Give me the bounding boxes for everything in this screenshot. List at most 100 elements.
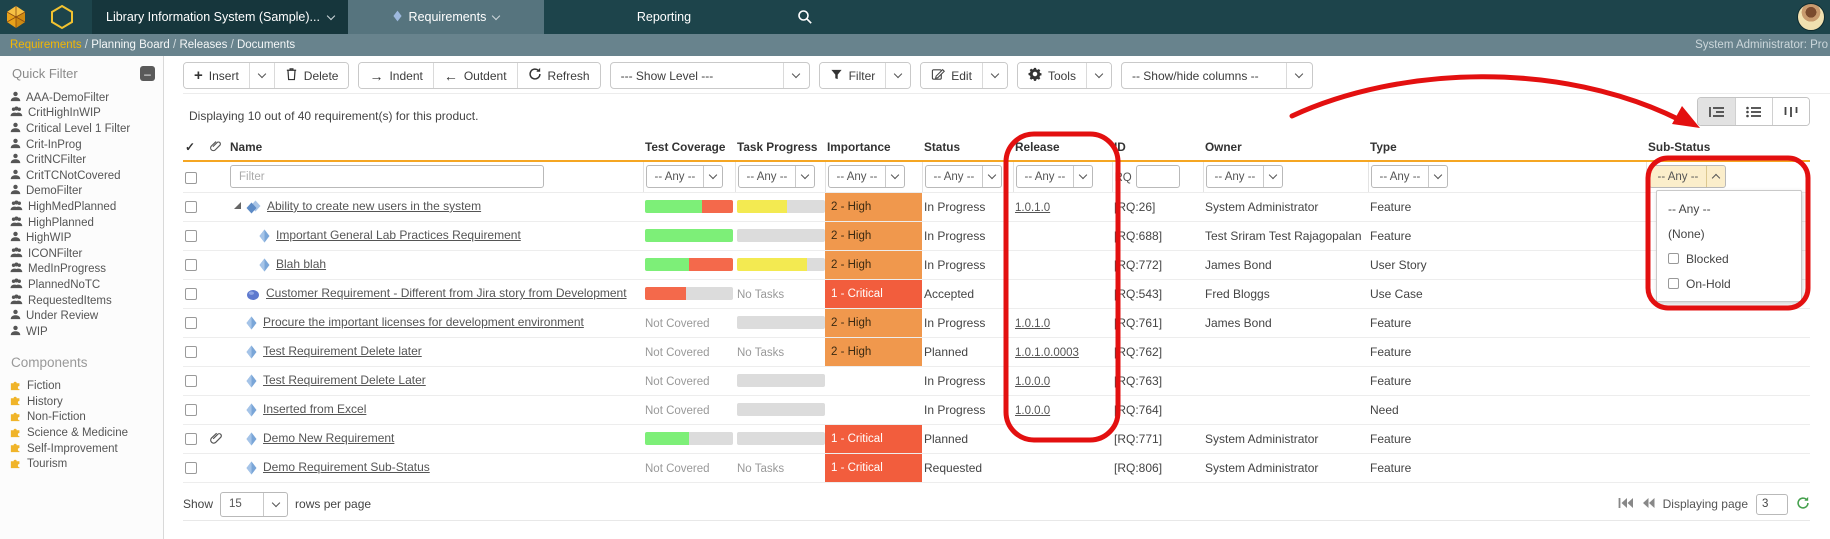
- quick-filter-item[interactable]: RequestedItems: [10, 293, 157, 309]
- sub-status-option[interactable]: Blocked: [1657, 246, 1801, 271]
- row-checkbox[interactable]: [185, 230, 197, 243]
- row-checkbox[interactable]: [185, 288, 197, 301]
- sub-status-option[interactable]: (None): [1657, 221, 1801, 246]
- inflectra-gem-icon[interactable]: [0, 0, 32, 34]
- page-size-select[interactable]: 15: [220, 491, 289, 517]
- status-filter[interactable]: -- Any --: [924, 165, 1003, 189]
- list-view-button[interactable]: [1735, 98, 1772, 125]
- row-checkbox[interactable]: [185, 259, 197, 272]
- column-header-release[interactable]: Release: [1013, 134, 1112, 162]
- search-icon[interactable]: [784, 0, 826, 34]
- edit-button[interactable]: Edit: [921, 63, 982, 88]
- quick-filter-item[interactable]: ICONFilter: [10, 246, 157, 262]
- row-checkbox[interactable]: [185, 317, 197, 330]
- row-checkbox[interactable]: [185, 462, 197, 475]
- user-avatar[interactable]: [1797, 3, 1825, 31]
- column-header-name[interactable]: Name: [228, 134, 643, 162]
- select-all-checkbox[interactable]: [185, 171, 197, 184]
- column-header-test-coverage[interactable]: Test Coverage: [643, 134, 735, 162]
- delete-button[interactable]: Delete: [273, 63, 349, 88]
- show-level-select[interactable]: --- Show Level ---: [609, 62, 810, 89]
- component-item[interactable]: Tourism: [10, 456, 157, 472]
- release-link[interactable]: 1.0.0.0: [1015, 375, 1051, 388]
- column-header-owner[interactable]: Owner: [1203, 134, 1368, 162]
- show-hide-columns-select[interactable]: -- Show/hide columns --: [1120, 62, 1313, 89]
- quick-filter-item[interactable]: CritHighInWIP: [10, 106, 157, 122]
- requirement-name-link[interactable]: Procure the important licenses for devel…: [263, 314, 584, 329]
- row-checkbox[interactable]: [185, 404, 197, 417]
- row-checkbox[interactable]: [185, 433, 197, 446]
- component-item[interactable]: Fiction: [10, 379, 157, 395]
- sub-status-option[interactable]: On-Hold: [1657, 271, 1801, 296]
- tree-expander-icon[interactable]: [234, 201, 241, 209]
- tools-dropdown-button[interactable]: [1085, 63, 1111, 88]
- release-link[interactable]: 1.0.1.0: [1015, 201, 1051, 214]
- quick-filter-item[interactable]: Critical Level 1 Filter: [10, 121, 157, 137]
- name-filter-input[interactable]: [230, 165, 544, 189]
- previous-page-icon[interactable]: [1642, 497, 1655, 512]
- column-header-id[interactable]: ID: [1112, 134, 1203, 162]
- requirement-name-link[interactable]: Demo Requirement Sub-Status: [263, 459, 430, 474]
- row-checkbox[interactable]: [185, 346, 197, 359]
- release-link[interactable]: 1.0.1.0: [1015, 317, 1051, 330]
- quick-filter-item[interactable]: AAA-DemoFilter: [10, 90, 157, 106]
- requirement-name-link[interactable]: Inserted from Excel: [263, 401, 367, 416]
- indent-button[interactable]: → Indent: [359, 63, 433, 88]
- requirement-name-link[interactable]: Customer Requirement - Different from Ji…: [266, 286, 627, 301]
- requirement-name-link[interactable]: Ability to create new users in the syste…: [267, 198, 482, 213]
- component-item[interactable]: Science & Medicine: [10, 425, 157, 441]
- quick-filter-item[interactable]: PlannedNoTC: [10, 277, 157, 293]
- breadcrumb-item[interactable]: Requirements: [10, 39, 82, 51]
- quick-filter-item[interactable]: WIP: [10, 324, 157, 340]
- refresh-page-icon[interactable]: [1796, 496, 1810, 513]
- column-header-sub-status[interactable]: Sub-Status: [1646, 134, 1810, 162]
- row-checkbox[interactable]: [185, 375, 197, 388]
- release-link[interactable]: 1.0.1.0.0003: [1015, 346, 1079, 359]
- sub-status-filter[interactable]: -- Any --: [1648, 165, 1727, 189]
- release-link[interactable]: 1.0.0.0: [1015, 404, 1051, 417]
- breadcrumb-item[interactable]: Documents: [236, 39, 296, 51]
- insert-button[interactable]: + Insert: [184, 63, 249, 88]
- filter-dropdown-button[interactable]: [885, 63, 911, 88]
- hexagon-logo-icon[interactable]: [32, 0, 92, 34]
- requirement-name-link[interactable]: Test Requirement Delete Later: [263, 372, 426, 387]
- requirement-name-link[interactable]: Test Requirement Delete later: [263, 343, 422, 358]
- requirement-name-link[interactable]: Blah blah: [276, 256, 327, 271]
- quick-filter-item[interactable]: CritTCNotCovered: [10, 168, 157, 184]
- quick-filter-item[interactable]: CritNCFilter: [10, 152, 157, 168]
- release-filter[interactable]: -- Any --: [1015, 165, 1094, 189]
- tools-button[interactable]: Tools: [1017, 63, 1086, 88]
- tab-reporting[interactable]: Reporting: [544, 0, 784, 34]
- quick-filter-item[interactable]: HighWIP: [10, 230, 157, 246]
- quick-filter-item[interactable]: DemoFilter: [10, 184, 157, 200]
- component-item[interactable]: Self-Improvement: [10, 441, 157, 457]
- sub-status-option-checkbox[interactable]: [1668, 278, 1679, 289]
- quick-filter-item[interactable]: Crit-InProg: [10, 137, 157, 153]
- first-page-icon[interactable]: [1618, 497, 1634, 512]
- quick-filter-item[interactable]: MedInProgress: [10, 262, 157, 278]
- quick-filter-item[interactable]: Under Review: [10, 308, 157, 324]
- page-number-input[interactable]: [1756, 493, 1788, 515]
- column-header-status[interactable]: Status: [922, 134, 1013, 162]
- filter-button[interactable]: Filter: [819, 63, 886, 88]
- product-selector[interactable]: Library Information System (Sample)...: [92, 0, 348, 34]
- id-filter-input[interactable]: [1135, 165, 1180, 189]
- hierarchical-view-button[interactable]: [1698, 98, 1735, 125]
- test-coverage-filter[interactable]: -- Any --: [645, 165, 724, 189]
- collapse-sidebar-icon[interactable]: –: [140, 66, 155, 81]
- importance-filter[interactable]: -- Any --: [827, 165, 906, 189]
- select-all-icon[interactable]: ✓: [183, 134, 208, 162]
- edit-dropdown-button[interactable]: [981, 63, 1007, 88]
- owner-filter[interactable]: -- Any --: [1205, 165, 1284, 189]
- sub-status-option-checkbox[interactable]: [1668, 253, 1679, 264]
- requirement-name-link[interactable]: Demo New Requirement: [263, 430, 395, 445]
- column-header-task-progress[interactable]: Task Progress: [735, 134, 825, 162]
- outdent-button[interactable]: ← Outdent: [432, 63, 517, 88]
- component-item[interactable]: Non-Fiction: [10, 410, 157, 426]
- quick-filter-item[interactable]: HighPlanned: [10, 215, 157, 231]
- type-filter[interactable]: -- Any --: [1370, 165, 1449, 189]
- sub-status-option[interactable]: -- Any --: [1657, 196, 1801, 221]
- insert-dropdown-button[interactable]: [248, 63, 274, 88]
- row-checkbox[interactable]: [185, 201, 197, 214]
- breadcrumb-item[interactable]: Releases: [179, 39, 228, 51]
